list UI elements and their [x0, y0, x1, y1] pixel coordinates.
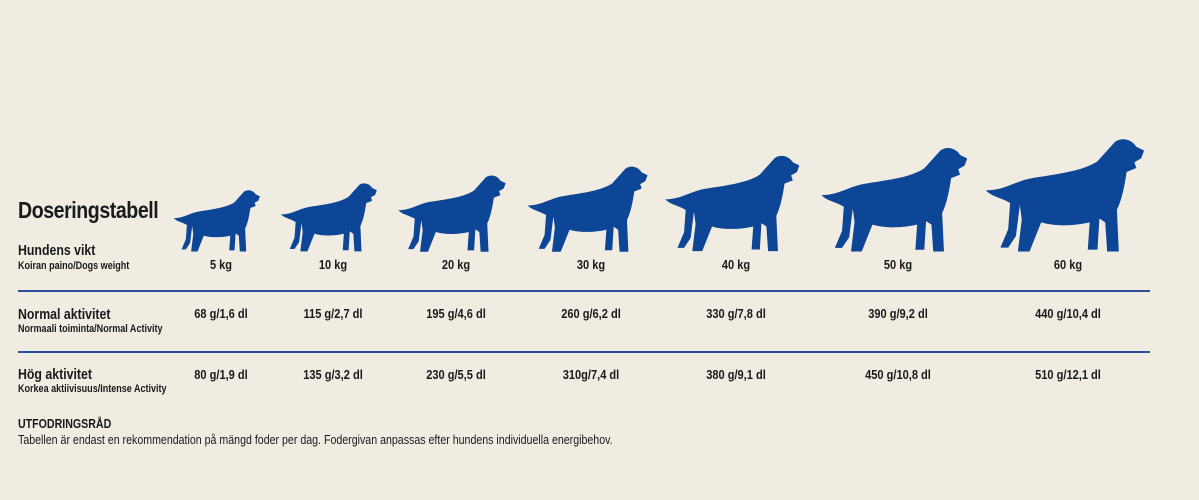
high-value: 230 g/5,5 dl: [426, 367, 486, 382]
normal-value: 440 g/10,4 dl: [1035, 306, 1101, 321]
divider: [18, 290, 1150, 292]
normal-value: 68 g/1,6 dl: [194, 306, 248, 321]
high-value: 80 g/1,9 dl: [194, 367, 248, 382]
dog-silhouette-icon: [398, 175, 506, 252]
high-value: 135 g/3,2 dl: [303, 367, 363, 382]
normal-value: 115 g/2,7 dl: [303, 306, 363, 321]
high-row-sublabel: Korkea aktiivisuus/Intense Activity: [18, 383, 167, 395]
weight-row-label: Hundens vikt: [18, 243, 96, 259]
normal-row-sublabel: Normaali toiminta/Normal Activity: [18, 323, 163, 335]
weight-value: 50 kg: [883, 257, 913, 272]
weight-value: 30 kg: [576, 257, 606, 272]
normal-value: 195 g/4,6 dl: [426, 306, 486, 321]
dog-silhouette-icon: [173, 190, 260, 252]
dog-silhouette-icon: [665, 156, 800, 252]
normal-value: 260 g/6,2 dl: [561, 306, 621, 321]
high-row-label: Hög aktivitet: [18, 367, 92, 383]
dog-silhouette-icon: [280, 183, 377, 252]
high-value: 510 g/12,1 dl: [1035, 367, 1101, 382]
feeding-advice-text: Tabellen är endast en rekommendation på …: [18, 433, 613, 447]
weight-value: 20 kg: [441, 257, 471, 272]
weight-value: 40 kg: [721, 257, 751, 272]
normal-row-label: Normal aktivitet: [18, 307, 111, 323]
divider: [18, 351, 1150, 353]
high-value: 380 g/9,1 dl: [706, 367, 766, 382]
normal-value: 390 g/9,2 dl: [868, 306, 928, 321]
normal-value: 330 g/7,8 dl: [706, 306, 766, 321]
weight-row-sublabel: Koiran paino/Dogs weight: [18, 260, 130, 272]
weight-value: 10 kg: [318, 257, 348, 272]
page-title: Doseringstabell: [18, 197, 159, 223]
high-value: 450 g/10,8 dl: [865, 367, 931, 382]
feeding-advice-heading: UTFODRINGSRÅD: [18, 417, 112, 431]
weight-value: 60 kg: [1053, 257, 1083, 272]
dog-silhouette-icon: [527, 166, 648, 252]
dog-silhouette-icon: [821, 147, 968, 252]
weight-value: 5 kg: [209, 257, 233, 272]
dog-silhouette-icon: [985, 138, 1144, 252]
high-value: 310g/7,4 dl: [562, 367, 620, 382]
